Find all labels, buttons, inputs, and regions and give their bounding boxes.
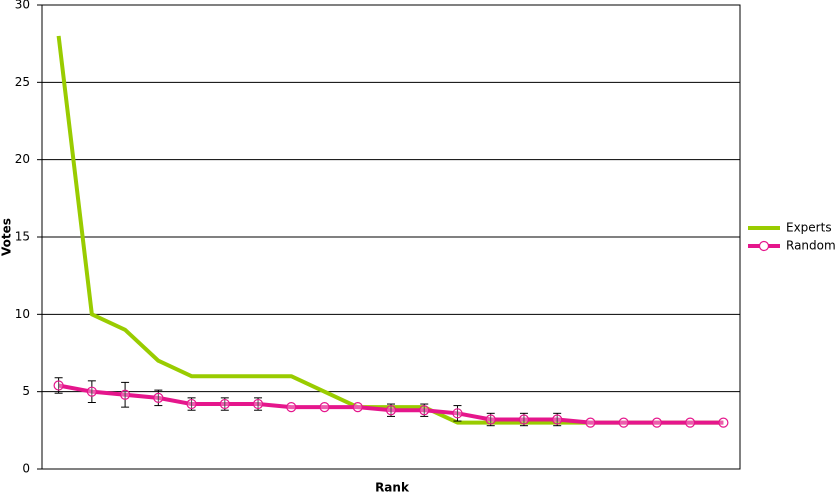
- y-tick-label: 25: [15, 75, 30, 89]
- error-bar: [154, 389, 163, 407]
- y-tick-label: 10: [15, 307, 30, 321]
- point-marker: [552, 414, 563, 425]
- point-marker: [718, 417, 729, 428]
- legend-label: Random: [786, 239, 836, 253]
- plot-frame: [41, 4, 741, 470]
- error-bar: [121, 381, 130, 408]
- point-marker: [618, 417, 629, 428]
- y-tick-label: 30: [15, 0, 30, 12]
- point-marker: [352, 402, 363, 413]
- point-marker: [252, 398, 264, 410]
- point-marker: [685, 417, 696, 428]
- point-marker: [452, 408, 463, 419]
- legend-label: Experts: [786, 221, 832, 235]
- point-marker: [485, 414, 496, 425]
- point-marker: [153, 392, 164, 403]
- point-marker: [385, 405, 397, 416]
- point-marker: [419, 405, 430, 416]
- y-tick-label: 5: [22, 384, 30, 398]
- error-bar: [453, 405, 462, 422]
- y-tick-label: 20: [15, 152, 30, 166]
- error-bar: [87, 380, 96, 403]
- error-bar: [54, 377, 63, 394]
- point-marker: [319, 402, 330, 413]
- point-marker: [219, 398, 230, 410]
- y-tick-label: 0: [22, 462, 30, 476]
- point-marker: [186, 398, 197, 410]
- point-marker: [119, 389, 131, 400]
- point-marker: [518, 414, 530, 425]
- point-marker: [651, 417, 663, 428]
- series-line: [56, 35, 724, 425]
- x-axis-title: Rank: [375, 481, 410, 495]
- y-axis-title: Votes: [0, 218, 14, 256]
- legend-marker: [758, 240, 770, 252]
- y-tick-label: 15: [15, 230, 30, 244]
- point-marker: [286, 402, 297, 413]
- point-marker: [53, 380, 64, 391]
- point-marker: [585, 417, 596, 428]
- point-marker: [86, 386, 97, 397]
